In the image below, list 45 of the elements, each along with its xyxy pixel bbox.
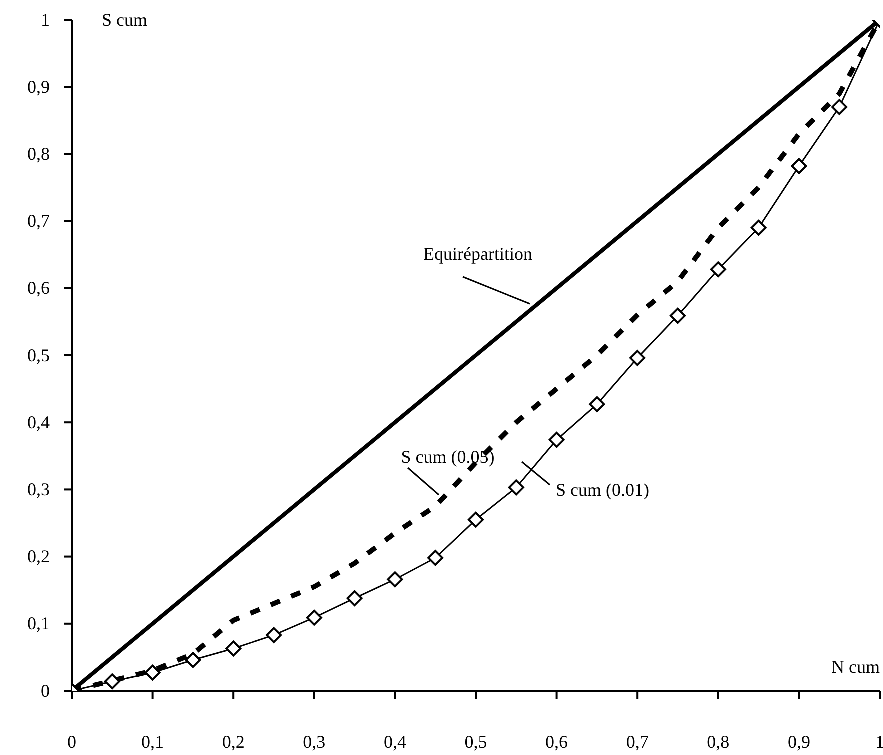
point <box>306 610 322 626</box>
y-tick-label: 0,7 <box>28 211 50 232</box>
series-label: Equirépartition <box>424 244 532 264</box>
point <box>589 396 606 412</box>
y-tick-label: 0,8 <box>28 144 50 164</box>
y-axis-title: S cum <box>102 10 148 30</box>
x-tick-label: 0,9 <box>788 732 810 752</box>
x-tick-label: 0,1 <box>142 732 164 752</box>
point <box>226 640 242 657</box>
point <box>144 664 161 681</box>
point <box>266 627 282 644</box>
point <box>548 432 565 448</box>
y-tick-label: 0,1 <box>28 614 50 634</box>
series-label: S cum (0.05) <box>401 447 495 467</box>
y-tick-label: 0,5 <box>28 345 50 366</box>
point <box>710 262 726 278</box>
x-tick-label: 0,6 <box>546 732 568 752</box>
point <box>468 512 484 528</box>
point <box>104 674 120 690</box>
x-tick-label: 0 <box>68 732 76 752</box>
x-tick-label: 0,8 <box>707 732 730 752</box>
point <box>832 99 848 116</box>
x-tick-label: 0,3 <box>303 732 326 752</box>
point <box>670 308 686 324</box>
x-axis-title: N cum <box>832 657 880 677</box>
y-tick-label: 0,3 <box>28 479 50 500</box>
point <box>346 590 363 606</box>
y-tick-label: 0 <box>41 680 50 701</box>
x-tick-label: 0,5 <box>464 732 488 752</box>
x-tick-label: 0,7 <box>626 732 649 752</box>
point <box>508 480 524 496</box>
y-tick-label: 1 <box>41 10 50 30</box>
point <box>630 350 646 366</box>
series-label: S cum (0.01) <box>556 480 650 500</box>
point <box>428 550 444 566</box>
y-tick-label: 0,9 <box>28 76 50 97</box>
y-tick-label: 0,6 <box>28 278 50 298</box>
y-tick-label: 0,2 <box>28 546 50 567</box>
x-tick-label: 0,4 <box>384 732 406 752</box>
y-tick-label: 0,4 <box>28 412 50 432</box>
point <box>185 652 202 668</box>
point <box>750 220 767 236</box>
point <box>791 158 808 174</box>
x-tick-label: 0,2 <box>222 732 245 752</box>
point <box>387 572 404 588</box>
